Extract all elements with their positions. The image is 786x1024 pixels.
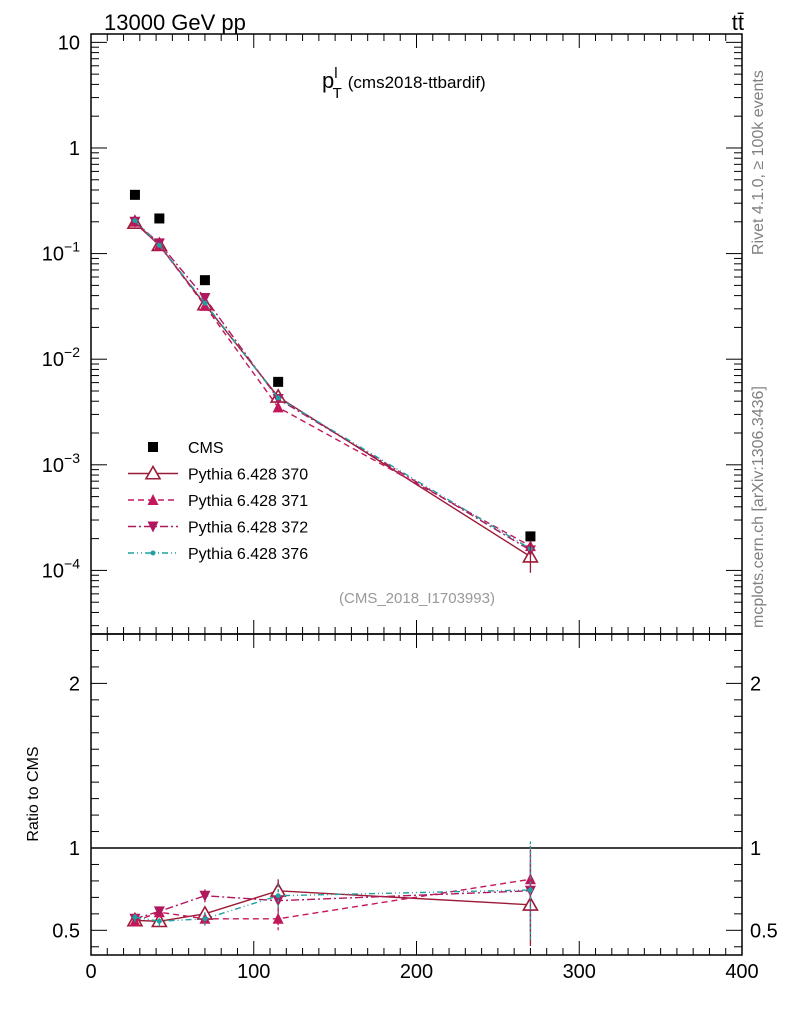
main-y-tick-label: 10−3 (42, 450, 80, 477)
ratio-point (132, 914, 138, 920)
legend-item: Pythia 6.428 371 (128, 493, 308, 510)
ratio-y-tick-label-right: 2 (750, 673, 761, 695)
series-line (134, 221, 531, 547)
ratio-line (134, 890, 531, 920)
rivet-label: Rivet 4.1.0, ≥ 100k events (750, 70, 767, 255)
legend-item: Pythia 6.428 370 (128, 464, 308, 484)
data-point (272, 401, 284, 413)
legend-marker (147, 494, 159, 505)
ratio-point (275, 893, 281, 899)
data-point (132, 218, 138, 224)
legend-item: Pythia 6.428 372 (128, 520, 308, 537)
data-point (199, 275, 210, 286)
ratio-point (199, 890, 211, 902)
mcplots-label: mcplots.cern.ch [arXiv:1306.3436] (750, 386, 767, 628)
series-line (134, 220, 531, 550)
ratio-point (272, 912, 284, 924)
data-point (199, 292, 211, 304)
legend-marker (144, 464, 162, 480)
legend-label: Pythia 6.428 370 (188, 467, 308, 484)
ratio-y-tick-label: 2 (69, 673, 80, 695)
process-label: tt̄ (732, 10, 744, 35)
ratio-y-tick-label: 1 (69, 838, 80, 860)
data-point (525, 531, 536, 542)
energy-label: 13000 GeV pp (104, 10, 246, 35)
main-x-ticks (90, 34, 743, 634)
plot-title-suffix: (cms2018-ttbardif) (348, 73, 486, 92)
main-y-tick-label: 10−4 (42, 555, 80, 582)
ratio-y-tick-label-right: 0.5 (750, 920, 778, 942)
x-tick-label: 0 (85, 961, 96, 983)
ratio-x-ticks (90, 634, 743, 955)
legend-label: Pythia 6.428 371 (188, 493, 308, 510)
series-0 (129, 189, 536, 542)
ratio-point (153, 906, 165, 918)
ratio-series (126, 840, 539, 946)
legend: CMS Pythia 6.428 370 Pythia 6.428 371 Pythi… (128, 440, 308, 563)
legend-marker (148, 442, 158, 452)
ratio-y-tick-label-right: 1 (750, 838, 761, 860)
data-point (156, 242, 162, 248)
x-tick-label: 400 (725, 961, 758, 983)
main-y-ticks (91, 41, 742, 627)
ratio-y-ticks (91, 633, 742, 948)
legend-marker (147, 521, 159, 533)
plot-title-p: p (322, 68, 334, 93)
main-y-tick-label: 10−1 (42, 239, 80, 266)
data-point (275, 395, 281, 401)
x-tick-label: 300 (563, 961, 596, 983)
data-point (129, 189, 140, 200)
analysis-id: (CMS_2018_I1703993) (339, 590, 495, 607)
main-y-tick-label: 1 (69, 138, 80, 160)
legend-item: CMS (148, 440, 224, 457)
ratio-y-tick-label: 0.5 (52, 920, 80, 942)
x-tick-labels: 0 100 200 300 400 (85, 961, 758, 983)
main-series (126, 189, 539, 573)
legend-label: Pythia 6.428 372 (188, 520, 308, 537)
ratio-point (202, 916, 208, 922)
plot-title-sup: l (334, 65, 337, 82)
plot-title-sub: T (333, 85, 342, 102)
plot-title: pl T (cms2018-ttbardif) (322, 65, 486, 102)
ratio-point (156, 918, 162, 924)
main-y-tick-label: 10 (58, 32, 80, 54)
data-point (273, 376, 284, 387)
main-y-tick-label: 10−2 (42, 344, 80, 371)
legend-label: CMS (188, 440, 224, 457)
ratio-panel: 0.5 0.5 1 1 2 2 (52, 633, 778, 956)
ratio-series-4 (132, 840, 533, 940)
data-point (154, 213, 165, 224)
main-y-tick-labels: 10 1 10−1 10−2 10−3 10−4 (42, 32, 80, 582)
ratio-ylabel: Ratio to CMS (25, 746, 42, 841)
ratio-y-tick-labels: 0.5 0.5 1 1 2 2 (52, 673, 778, 942)
data-point (202, 300, 208, 306)
series-4 (132, 218, 533, 552)
x-tick-label: 100 (237, 961, 270, 983)
legend-label: Pythia 6.428 376 (188, 546, 308, 563)
ratio-point (527, 887, 533, 893)
x-tick-label: 200 (400, 961, 433, 983)
legend-item: Pythia 6.428 376 (128, 546, 308, 563)
legend-marker (150, 550, 156, 556)
